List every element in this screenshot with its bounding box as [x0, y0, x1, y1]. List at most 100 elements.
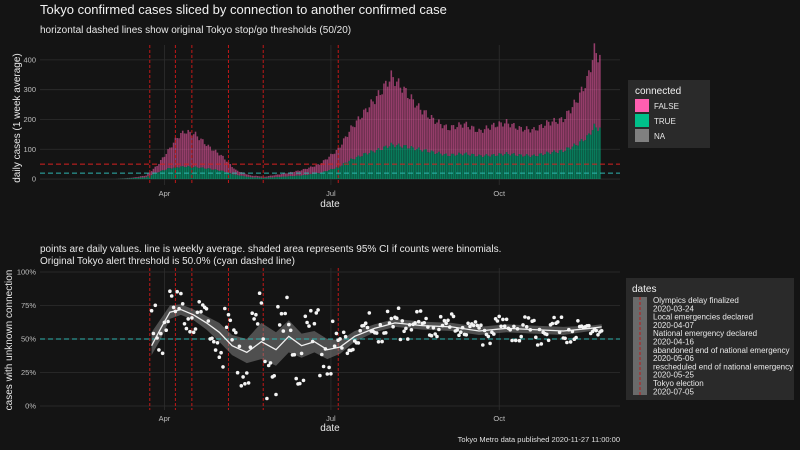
bar-false [138, 176, 140, 178]
daily-point [594, 328, 598, 333]
bar-true [262, 177, 264, 180]
bar-false [244, 173, 246, 177]
daily-point [557, 330, 562, 335]
bar-false [564, 119, 566, 151]
daily-point [177, 306, 181, 311]
daily-point [285, 295, 289, 300]
legend-label-na: NA [654, 132, 666, 141]
bar-false [417, 103, 420, 148]
bar-true [275, 177, 277, 180]
bar-false [353, 127, 356, 160]
bar-true [293, 176, 296, 180]
bar-true [586, 135, 588, 180]
bar-true [410, 146, 413, 180]
bar-false [374, 104, 376, 153]
daily-point [197, 300, 201, 304]
bar-false [289, 171, 292, 177]
bar-false [220, 154, 222, 171]
daily-point [223, 306, 227, 311]
bar-false [381, 94, 383, 151]
bar-false [503, 123, 506, 155]
bar-false [187, 129, 189, 167]
bar-true [397, 143, 400, 180]
bar-true [392, 144, 394, 180]
bar-false [438, 119, 440, 152]
bar-true [299, 175, 301, 180]
top-y-tick-label: 400 [23, 55, 36, 64]
daily-point [157, 348, 161, 352]
legend-event-label: National emergency declared [653, 329, 757, 338]
top-y-label: daily cases (1 week average) [12, 53, 23, 183]
bar-true [213, 169, 215, 180]
bar-false [439, 124, 442, 154]
daily-point [283, 311, 288, 316]
bar-true [236, 175, 239, 180]
bar-false [350, 125, 352, 159]
bar-true [229, 173, 232, 180]
bar-false [480, 129, 482, 156]
bar-false [260, 176, 263, 178]
bar-false [494, 127, 497, 157]
bar-true [209, 168, 211, 180]
bar-true [460, 153, 462, 180]
bar-false [284, 173, 286, 177]
legend-event-label: Olympics delay finalized [653, 296, 739, 305]
bar-false [397, 78, 400, 144]
daily-point [151, 331, 156, 336]
bar-true [253, 177, 255, 180]
bar-true [145, 177, 147, 180]
bar-false [245, 174, 248, 177]
bar-false [352, 126, 354, 160]
bottom-y-tick-label: 100% [17, 268, 37, 277]
bar-true [196, 167, 199, 180]
daily-point [437, 327, 441, 332]
bar-true [143, 177, 146, 180]
bar-false [240, 172, 243, 176]
daily-point [477, 326, 481, 330]
daily-point [510, 338, 514, 343]
daily-point [341, 330, 346, 335]
daily-point [524, 325, 529, 329]
figure-title: Tokyo confirmed cases sliced by connecti… [40, 2, 447, 17]
bar-true [595, 127, 597, 180]
bar-false [368, 107, 371, 154]
daily-point [504, 317, 509, 322]
daily-point [380, 339, 384, 344]
daily-point [537, 327, 542, 332]
bar-false [149, 172, 151, 176]
daily-point [546, 338, 551, 343]
bar-true [513, 153, 515, 180]
bar-true [553, 150, 555, 180]
bottom-x-label: date [320, 423, 340, 434]
bar-true [286, 176, 288, 180]
daily-point [438, 314, 443, 319]
bar-true [396, 145, 398, 180]
daily-point [287, 322, 291, 327]
daily-point [599, 329, 604, 333]
bar-false [355, 120, 358, 157]
bar-true [364, 152, 367, 180]
bar-true [478, 154, 480, 180]
bar-false [315, 164, 318, 174]
daily-point [482, 328, 487, 333]
daily-point [398, 337, 403, 342]
daily-point [596, 333, 600, 337]
bar-true [218, 170, 221, 180]
daily-point [429, 333, 434, 338]
bar-true [125, 178, 127, 180]
bar-false [211, 150, 213, 170]
bar-false [560, 117, 563, 150]
daily-point [422, 321, 427, 325]
bar-true [540, 153, 543, 180]
bar-true [341, 165, 343, 180]
legend-event-label: Tokyo election [653, 379, 704, 388]
daily-point [568, 340, 573, 344]
bar-true [238, 175, 241, 180]
bar-true [189, 166, 191, 180]
daily-point [252, 317, 256, 321]
daily-point [523, 315, 527, 319]
bottom-y-label: cases with unknown connection [4, 270, 15, 411]
bar-true [306, 175, 308, 180]
legend-swatch-na [635, 129, 649, 142]
daily-point [243, 382, 247, 386]
